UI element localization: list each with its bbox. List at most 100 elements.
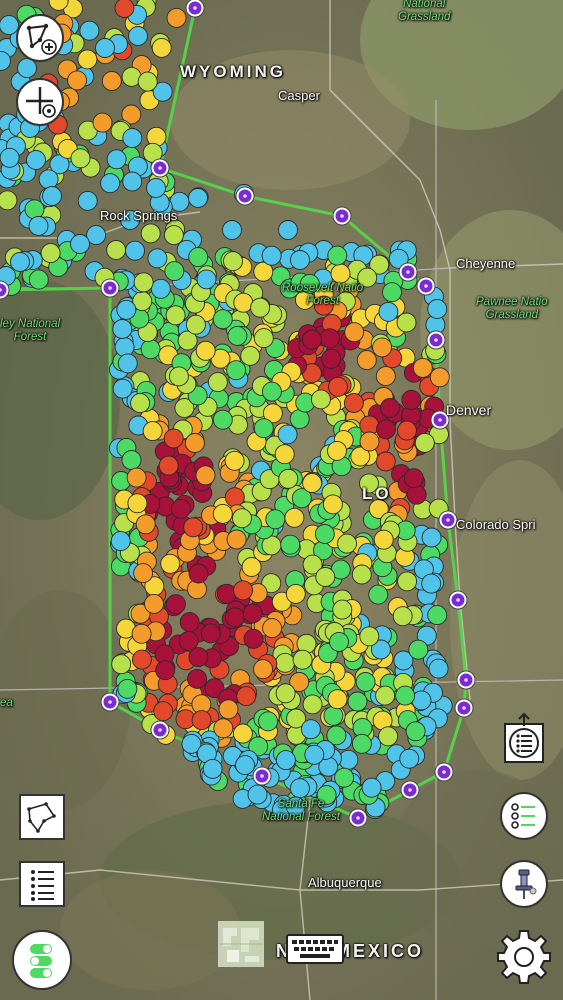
location-marker (278, 468, 299, 489)
location-marker (222, 220, 242, 240)
location-marker (302, 554, 323, 575)
location-marker (262, 618, 283, 639)
polygon-tool-button[interactable] (19, 794, 65, 840)
location-marker (177, 330, 198, 351)
location-marker (38, 169, 59, 190)
location-marker (166, 7, 187, 28)
location-marker (243, 628, 264, 649)
location-marker (399, 748, 420, 769)
location-marker (262, 403, 283, 424)
location-marker (158, 455, 179, 476)
boundary-vertex-dot (446, 518, 450, 522)
location-marker (253, 328, 274, 349)
area-boundary-line (0, 7, 468, 820)
location-marker (248, 736, 269, 757)
location-marker (315, 567, 336, 587)
label-pawnee: Pawnee Natio Grassland (476, 296, 548, 321)
location-marker (253, 418, 274, 439)
location-marker (100, 173, 121, 194)
location-marker (421, 527, 442, 548)
label-colorado-springs: Colorado Spri (456, 517, 536, 532)
location-marker (278, 220, 298, 240)
location-marker (240, 345, 261, 366)
location-marker (388, 248, 409, 269)
list-button[interactable] (19, 861, 65, 907)
boundary-vertex-dot (193, 6, 197, 10)
location-marker (292, 649, 313, 670)
location-marker (178, 630, 199, 651)
location-marker (361, 777, 382, 798)
location-marker (372, 337, 393, 358)
checklist-button[interactable] (500, 792, 548, 840)
location-marker (195, 465, 216, 486)
location-marker (275, 750, 296, 771)
location-marker (328, 376, 348, 397)
location-marker (67, 70, 88, 91)
share-list-button[interactable] (504, 712, 544, 764)
draw-polygon-add-icon (26, 23, 57, 55)
add-point-button[interactable] (16, 78, 64, 126)
location-marker (427, 605, 448, 626)
location-marker (429, 367, 450, 388)
location-marker (428, 658, 449, 679)
boundary-vertex-dot (0, 288, 2, 292)
location-marker (350, 446, 371, 467)
location-marker (403, 468, 424, 489)
location-marker (299, 273, 320, 294)
label-wyoming: WYOMING (180, 62, 286, 81)
keyboard-button[interactable] (286, 934, 344, 964)
location-marker (127, 493, 148, 514)
label-rock-springs: Rock Springs (100, 208, 178, 223)
location-marker (375, 685, 396, 706)
location-marker (392, 606, 413, 627)
pin-button[interactable] (500, 860, 548, 908)
boundary-vertex-dot (464, 678, 468, 682)
location-marker (151, 37, 172, 58)
location-marker (241, 557, 262, 577)
location-marker (212, 503, 233, 524)
location-marker (290, 250, 310, 270)
location-marker (155, 660, 176, 681)
label-roosevelt: Roosevelt Natio Forest (282, 282, 364, 307)
location-marker (226, 360, 247, 381)
location-marker (427, 299, 448, 319)
location-marker (337, 533, 357, 554)
location-marker (165, 594, 186, 615)
layers-toggle-button[interactable] (12, 930, 72, 990)
location-marker (187, 668, 208, 689)
location-marker (40, 243, 61, 264)
location-marker (0, 50, 11, 71)
location-marker (414, 432, 435, 453)
location-marker (218, 699, 239, 720)
location-marker (49, 154, 70, 175)
label-santa-fe: Santa Fe National Forest (262, 798, 340, 823)
boundary-vertex-dot (356, 816, 360, 820)
location-marker (111, 654, 132, 675)
location-marker (253, 261, 274, 282)
location-marker (142, 421, 163, 442)
location-marker (188, 188, 208, 208)
location-marker (334, 767, 355, 788)
location-marker (28, 215, 49, 236)
location-marker (291, 488, 312, 509)
settings-button[interactable] (494, 927, 554, 987)
location-marker (330, 263, 351, 284)
location-marker (150, 278, 171, 299)
location-marker (286, 708, 307, 729)
location-marker (408, 639, 429, 660)
location-marker (183, 517, 204, 538)
boundary-vertex-dot (442, 770, 446, 774)
add-area-button[interactable] (16, 14, 64, 62)
location-marker (110, 531, 131, 552)
location-marker (164, 261, 185, 282)
label-ashley: ley National Forest (0, 318, 61, 343)
location-marker (233, 292, 254, 313)
location-marker (112, 319, 133, 339)
map-thumbnail-button[interactable] (218, 921, 264, 967)
location-marker (160, 553, 181, 574)
location-marker (185, 314, 206, 335)
location-marker (168, 366, 189, 387)
location-marker (378, 301, 399, 322)
location-marker (202, 758, 223, 779)
